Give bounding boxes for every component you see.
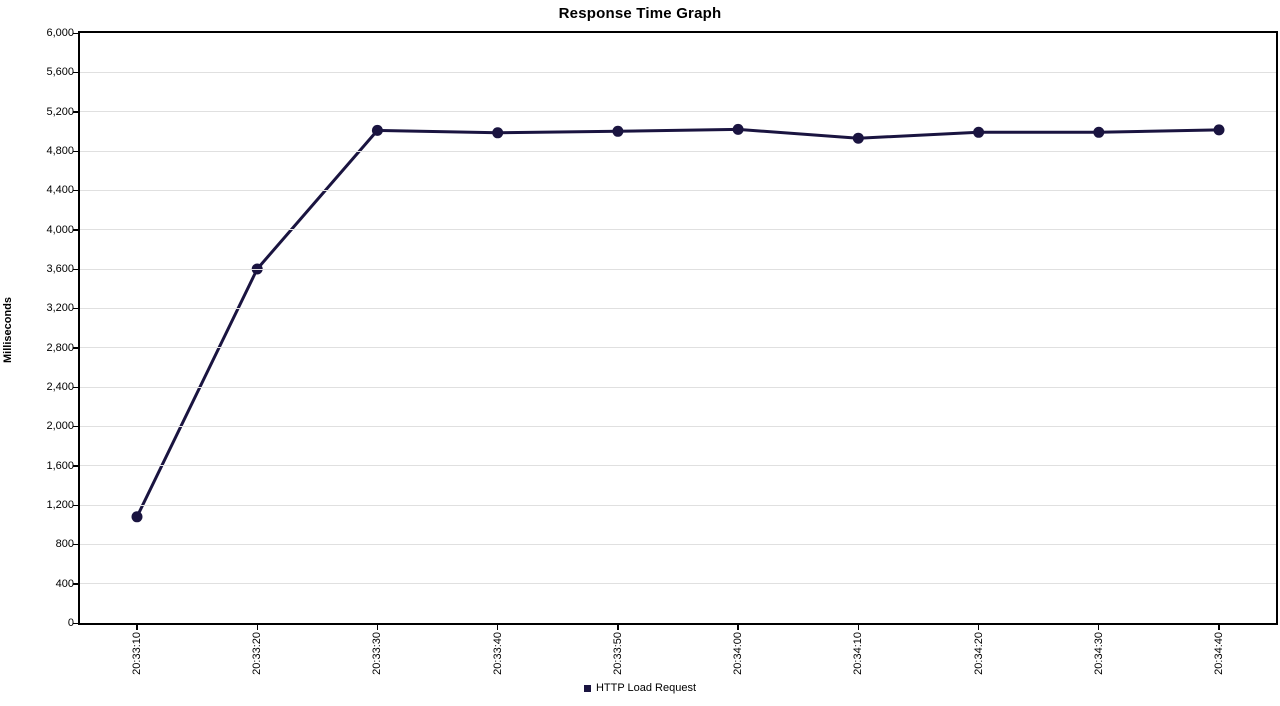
y-tick-label: 2,800 <box>46 341 74 354</box>
series-line <box>135 127 1221 519</box>
line-series-svg <box>131 123 1225 523</box>
data-point-marker <box>1213 124 1225 136</box>
gridline <box>80 229 1276 231</box>
gridline <box>80 150 1276 152</box>
data-point-marker <box>852 132 864 144</box>
y-tick-label: 5,200 <box>46 105 74 118</box>
gridline <box>80 543 1276 545</box>
legend-swatch-icon <box>583 684 591 692</box>
y-tick-label: 6,000 <box>46 27 74 39</box>
data-point-marker <box>131 511 143 523</box>
data-point-marker <box>612 125 624 137</box>
chart-title: Response Time Graph <box>558 5 722 22</box>
gridline <box>80 268 1276 270</box>
y-tick-label: 4,000 <box>46 223 74 236</box>
y-tick-label: 3,600 <box>46 263 74 275</box>
x-tick-mark <box>496 625 499 630</box>
legend: HTTP Load Request <box>0 682 1280 694</box>
gridline <box>80 425 1276 427</box>
y-tick-label: 4,400 <box>46 184 74 197</box>
x-tick-label: 20:34:30 <box>1092 632 1105 675</box>
y-tick-label: 2,000 <box>46 420 74 433</box>
gridline <box>80 307 1276 309</box>
x-tick-label: 20:33:30 <box>371 632 384 675</box>
gridline <box>80 71 1276 73</box>
x-tick-mark <box>1098 625 1100 630</box>
x-tick-mark <box>977 625 980 630</box>
x-tick-label: 20:33:40 <box>491 632 504 675</box>
gridline <box>80 583 1276 585</box>
x-tick-mark <box>617 625 619 630</box>
data-point-marker <box>492 127 504 139</box>
x-tick-label: 20:34:40 <box>1213 632 1225 675</box>
gridline <box>80 386 1276 388</box>
y-tick-label: 1,200 <box>46 499 74 511</box>
y-tick-label: 3,200 <box>46 302 74 315</box>
x-tick-label: 20:34:20 <box>972 632 985 675</box>
y-tick-label: 0 <box>67 617 74 629</box>
data-point-marker <box>1093 126 1105 138</box>
x-tick-label: 20:34:00 <box>732 632 745 675</box>
data-point-marker <box>732 123 744 135</box>
x-tick-label: 20:34:10 <box>852 632 865 675</box>
gridline <box>80 347 1276 349</box>
x-tick-label: 20:33:50 <box>611 632 624 675</box>
y-tick-label: 4,800 <box>46 145 74 157</box>
y-tick-label: 800 <box>55 538 74 551</box>
x-tick-mark <box>737 625 739 630</box>
y-tick-label: 5,600 <box>46 66 74 79</box>
x-tick-mark <box>376 625 379 630</box>
x-tick-mark <box>1218 625 1220 630</box>
y-tick-label: 400 <box>55 577 74 590</box>
gridline <box>80 465 1276 467</box>
data-point-marker <box>371 124 383 136</box>
x-tick-mark <box>256 625 258 630</box>
gridline <box>80 189 1276 191</box>
data-point-marker <box>973 126 985 138</box>
x-tick-label: 20:33:20 <box>251 632 264 675</box>
x-tick-mark <box>136 625 138 630</box>
gridline <box>80 111 1276 113</box>
x-tick-label: 20:33:10 <box>131 632 143 675</box>
y-tick-label: 1,600 <box>46 459 74 472</box>
y-tick-label: 2,400 <box>46 381 74 393</box>
x-tick-mark <box>857 625 860 630</box>
y-axis-title: Milliseconds <box>2 296 14 364</box>
plot-area <box>78 31 1278 625</box>
legend-label: HTTP Load Request <box>595 682 697 694</box>
gridline <box>80 504 1276 506</box>
